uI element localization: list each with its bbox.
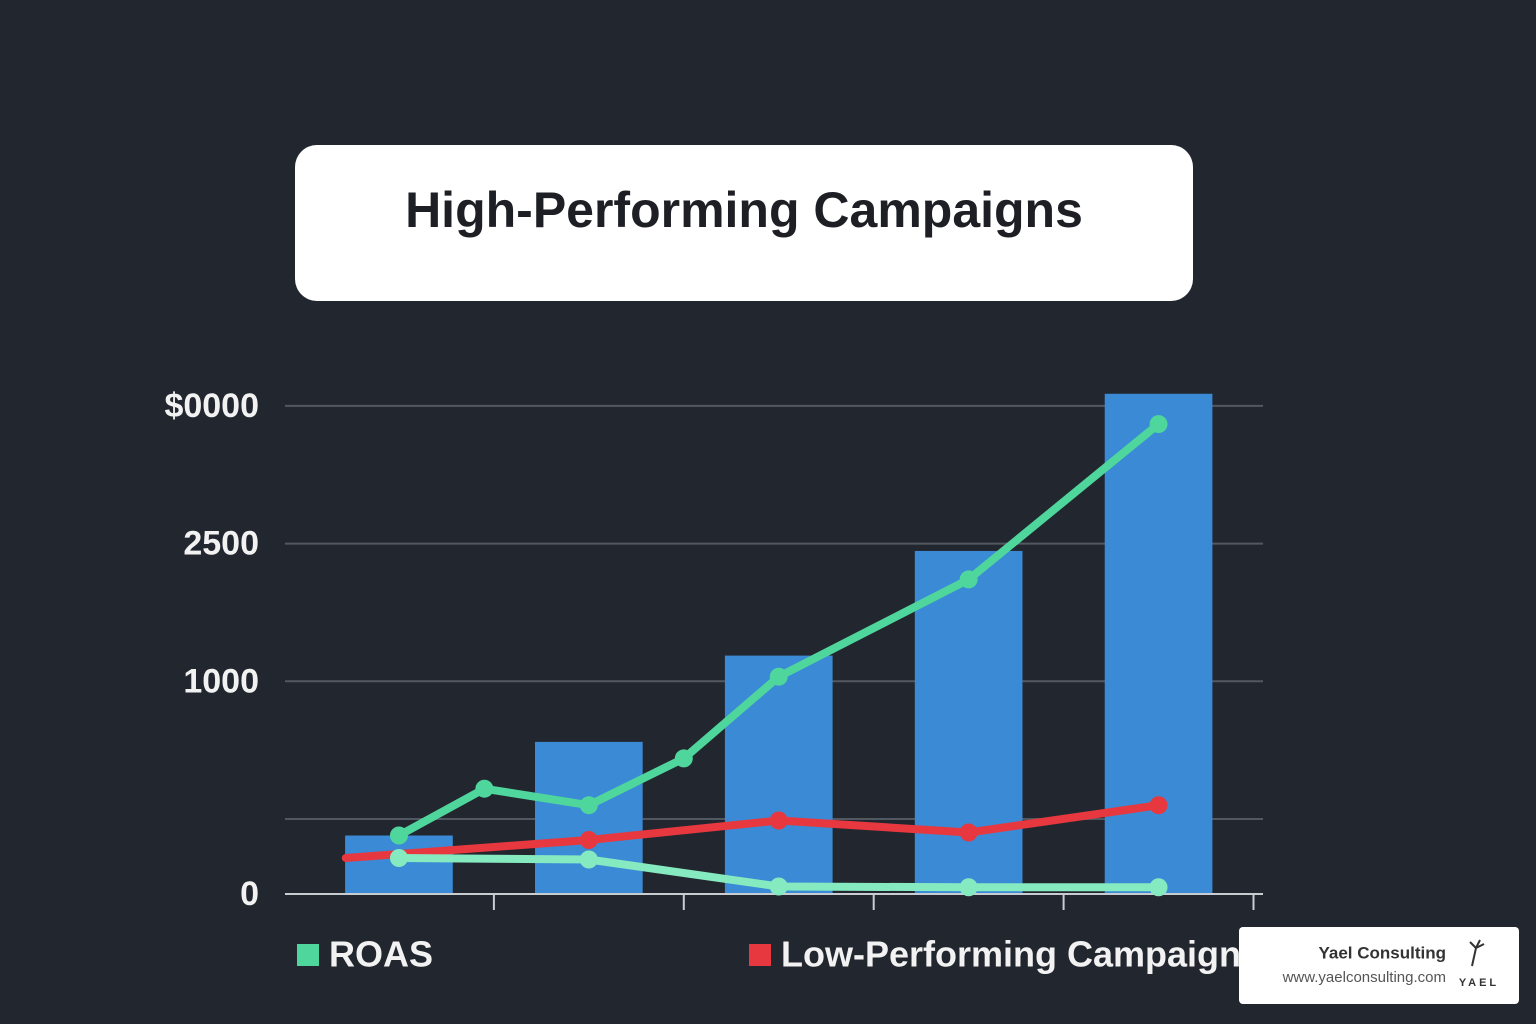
point xyxy=(579,850,598,869)
legend-label: Low-Performing Campaign xyxy=(781,934,1241,975)
bar xyxy=(535,741,643,894)
legend-swatch xyxy=(749,944,771,966)
bar xyxy=(724,655,833,894)
point xyxy=(579,796,598,815)
y-tick-label: 0 xyxy=(240,875,259,913)
watermark-url: www.yaelconsulting.com xyxy=(1282,969,1446,986)
point xyxy=(579,831,598,849)
point xyxy=(959,823,978,842)
watermark-logo: YAEL xyxy=(1459,977,1499,989)
point xyxy=(1149,878,1168,897)
legend-swatch xyxy=(297,944,319,966)
point xyxy=(959,878,978,897)
chart-title: High-Performing Campaigns xyxy=(405,182,1083,238)
watermark-box xyxy=(1239,927,1519,1004)
y-tick-label: 2500 xyxy=(183,525,259,563)
point xyxy=(769,667,788,686)
legend: ROAS Low-Performing Campaign xyxy=(297,934,1241,975)
point xyxy=(769,877,788,896)
point xyxy=(959,570,978,589)
watermark-name: Yael Consulting xyxy=(1318,943,1446,962)
watermark-icon xyxy=(1469,939,1485,967)
point xyxy=(674,749,693,768)
title-box xyxy=(295,145,1193,301)
point xyxy=(1149,796,1168,815)
point xyxy=(389,849,408,867)
point xyxy=(475,779,494,798)
bar xyxy=(1104,393,1213,894)
y-tick-label: $0000 xyxy=(164,387,259,425)
point xyxy=(389,826,408,845)
legend-label: ROAS xyxy=(329,934,433,975)
plot: 0 1000 2500 $0000 xyxy=(164,387,1263,913)
point xyxy=(1149,415,1168,434)
y-tick-label: 1000 xyxy=(183,662,259,700)
point xyxy=(769,811,788,830)
